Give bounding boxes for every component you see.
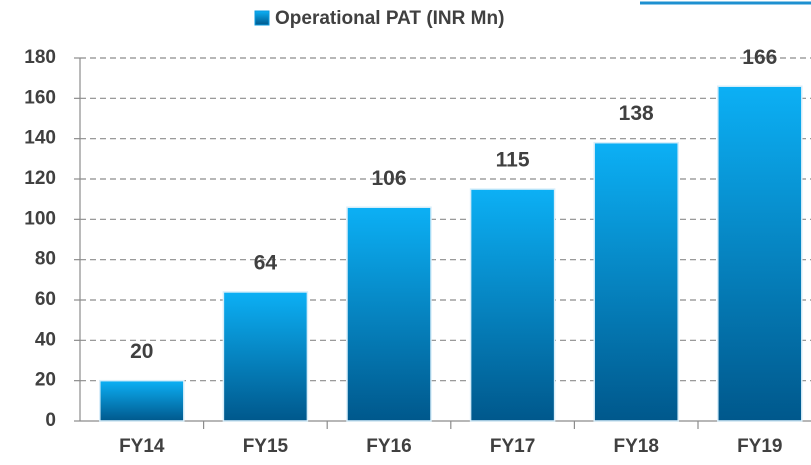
bar xyxy=(593,141,679,422)
legend-swatch xyxy=(254,10,270,26)
y-tick-label: 0 xyxy=(45,410,56,431)
y-tick-label: 100 xyxy=(24,208,56,229)
bar xyxy=(469,188,556,422)
y-tick-label: 180 xyxy=(24,47,56,68)
x-tick-label: FY16 xyxy=(366,436,411,457)
x-tick-label: FY14 xyxy=(119,436,165,457)
y-tick-label: 60 xyxy=(35,289,56,310)
bar xyxy=(222,291,309,422)
data-label: 20 xyxy=(130,340,153,363)
y-tick-label: 160 xyxy=(24,87,56,108)
x-tick-label: FY15 xyxy=(243,436,289,457)
y-tick-label: 120 xyxy=(24,168,56,189)
bar xyxy=(99,379,185,422)
y-tick-label: 40 xyxy=(35,329,56,350)
y-tick-label: 80 xyxy=(35,249,56,270)
data-label: 138 xyxy=(619,102,654,125)
y-tick-label: 20 xyxy=(35,370,56,391)
x-tick-label: FY19 xyxy=(737,436,782,457)
data-label: 106 xyxy=(371,167,406,190)
bar xyxy=(717,85,803,422)
data-label: 64 xyxy=(254,251,278,274)
data-label: 166 xyxy=(742,46,777,69)
x-tick-label: FY17 xyxy=(490,436,535,457)
data-label: 115 xyxy=(496,149,530,172)
x-tick-label: FY18 xyxy=(613,436,658,457)
bar xyxy=(346,206,432,422)
y-tick-label: 140 xyxy=(24,128,56,149)
legend-label: Operational PAT (INR Mn) xyxy=(275,8,504,29)
